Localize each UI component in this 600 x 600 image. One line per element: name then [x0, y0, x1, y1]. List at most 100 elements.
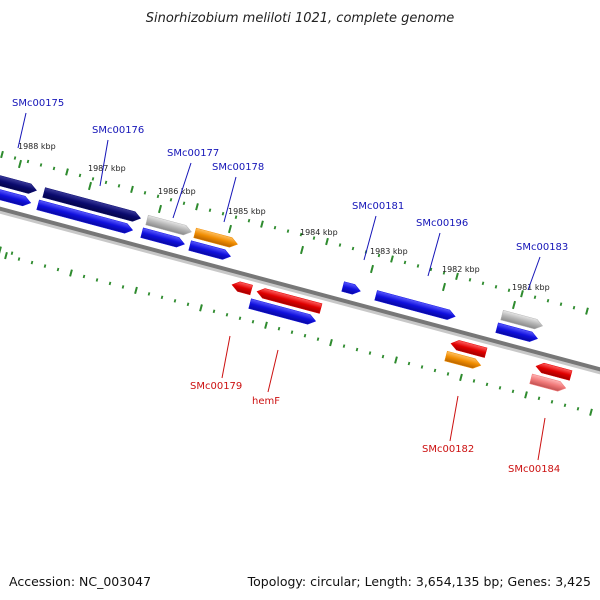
track-minor-tick [39, 163, 43, 167]
track-minor-tick [52, 166, 56, 171]
track-major-tick [520, 290, 524, 298]
gene-leader-line [267, 349, 279, 393]
track-minor-tick [446, 372, 450, 376]
gene-label-reverse[interactable]: SMc00184 [508, 464, 560, 475]
gene-arrow[interactable] [374, 290, 457, 322]
gene-label-forward[interactable]: SMc00183 [516, 242, 568, 253]
gene-arrow[interactable] [0, 173, 38, 195]
track-minor-tick [182, 201, 186, 206]
gene-arrow-body [450, 340, 488, 358]
track-minor-tick [472, 379, 476, 383]
gene-arrow[interactable] [140, 227, 186, 249]
gene-arrow[interactable] [42, 187, 142, 224]
track-minor-tick [342, 344, 346, 348]
gene-arrow-body [341, 281, 361, 295]
gene-label-forward[interactable]: SMc00177 [167, 148, 219, 159]
track-major-tick [390, 255, 394, 263]
backbone-line [0, 206, 600, 372]
gene-arrow[interactable] [193, 227, 239, 249]
gene-arrow[interactable] [341, 281, 362, 296]
track-minor-tick [160, 295, 164, 300]
gene-arrow-body [188, 240, 231, 260]
track-minor-tick [117, 184, 121, 188]
scale-tick-label: 1983 kbp [370, 247, 408, 256]
track-minor-tick [30, 260, 34, 265]
track-minor-tick [277, 326, 281, 331]
track-minor-tick [91, 177, 95, 181]
track-minor-tick [537, 396, 541, 401]
track-minor-tick [546, 298, 550, 303]
tick-track-upper [0, 150, 589, 315]
track-minor-tick [173, 299, 177, 303]
gene-arrow[interactable] [444, 350, 482, 370]
gene-label-forward[interactable]: SMc00175 [12, 98, 64, 109]
track-major-tick [455, 272, 459, 280]
track-minor-tick [498, 386, 502, 390]
gene-arrow[interactable] [145, 214, 193, 237]
gene-label-forward[interactable]: SMc00181 [352, 201, 404, 212]
track-minor-tick [420, 365, 424, 369]
scale-tick-mark [87, 181, 93, 191]
gene-arrow[interactable] [231, 280, 253, 296]
scale-tick-mark [511, 300, 517, 310]
gene-arrow[interactable] [450, 339, 488, 358]
scale-tick-mark [299, 245, 305, 255]
track-minor-tick [56, 267, 60, 272]
track-minor-tick [481, 281, 485, 286]
track-minor-tick [169, 198, 173, 202]
track-minor-tick [121, 285, 125, 289]
gene-arrow[interactable] [248, 298, 317, 326]
gene-arrow-body [444, 350, 482, 369]
track-major-tick [394, 356, 398, 364]
track-minor-tick [247, 218, 251, 223]
track-minor-tick [312, 236, 316, 240]
gene-label-forward[interactable]: SMc00176 [92, 125, 144, 136]
track-minor-tick [355, 347, 359, 352]
track-major-tick [130, 185, 134, 193]
gene-arrow-body [495, 322, 538, 342]
track-minor-tick [147, 292, 151, 296]
track-minor-tick [511, 389, 515, 394]
track-minor-tick [234, 215, 238, 219]
gene-arrow[interactable] [535, 361, 573, 381]
gene-arrow-body [529, 373, 567, 392]
gene-arrow[interactable] [500, 309, 544, 331]
gene-arrow-body [145, 214, 192, 236]
gene-label-reverse[interactable]: hemF [252, 396, 280, 407]
scale-tick-mark [369, 264, 375, 274]
gene-arrow[interactable] [529, 373, 567, 393]
track-major-tick [264, 321, 268, 329]
gene-arrow-body [193, 227, 238, 248]
track-minor-tick [238, 316, 242, 321]
track-minor-tick [303, 333, 307, 338]
track-minor-tick [82, 274, 86, 279]
scale-tick-mark [441, 282, 447, 292]
gene-label-forward[interactable]: SMc00178 [212, 162, 264, 173]
track-minor-tick [108, 281, 112, 286]
gene-label-reverse[interactable]: SMc00182 [422, 444, 474, 455]
track-major-tick [0, 246, 2, 254]
track-minor-tick [572, 305, 576, 310]
gene-arrow[interactable] [0, 187, 32, 207]
track-minor-tick [507, 288, 511, 293]
gene-arrow[interactable] [36, 199, 134, 235]
scale-tick-label: 1985 kbp [228, 207, 266, 216]
gene-arrow[interactable] [188, 240, 232, 262]
gene-leader-line [527, 256, 541, 291]
gene-arrow[interactable] [256, 287, 323, 314]
track-minor-tick [95, 278, 99, 282]
track-major-tick [585, 307, 589, 315]
gene-features [0, 173, 573, 393]
track-major-tick [134, 286, 138, 295]
gene-arrow[interactable] [495, 322, 539, 344]
genome-summary-text: Topology: circular; Length: 3,654,135 bp… [247, 574, 591, 589]
gene-label-forward[interactable]: SMc00196 [416, 218, 468, 229]
track-minor-tick [338, 243, 342, 247]
gene-leader-line [99, 139, 109, 187]
scale-tick-label: 1986 kbp [158, 187, 196, 196]
track-minor-tick [559, 302, 563, 306]
gene-arrow-body [374, 290, 456, 320]
gene-arrow-body [0, 187, 32, 207]
gene-label-reverse[interactable]: SMc00179 [190, 381, 242, 392]
